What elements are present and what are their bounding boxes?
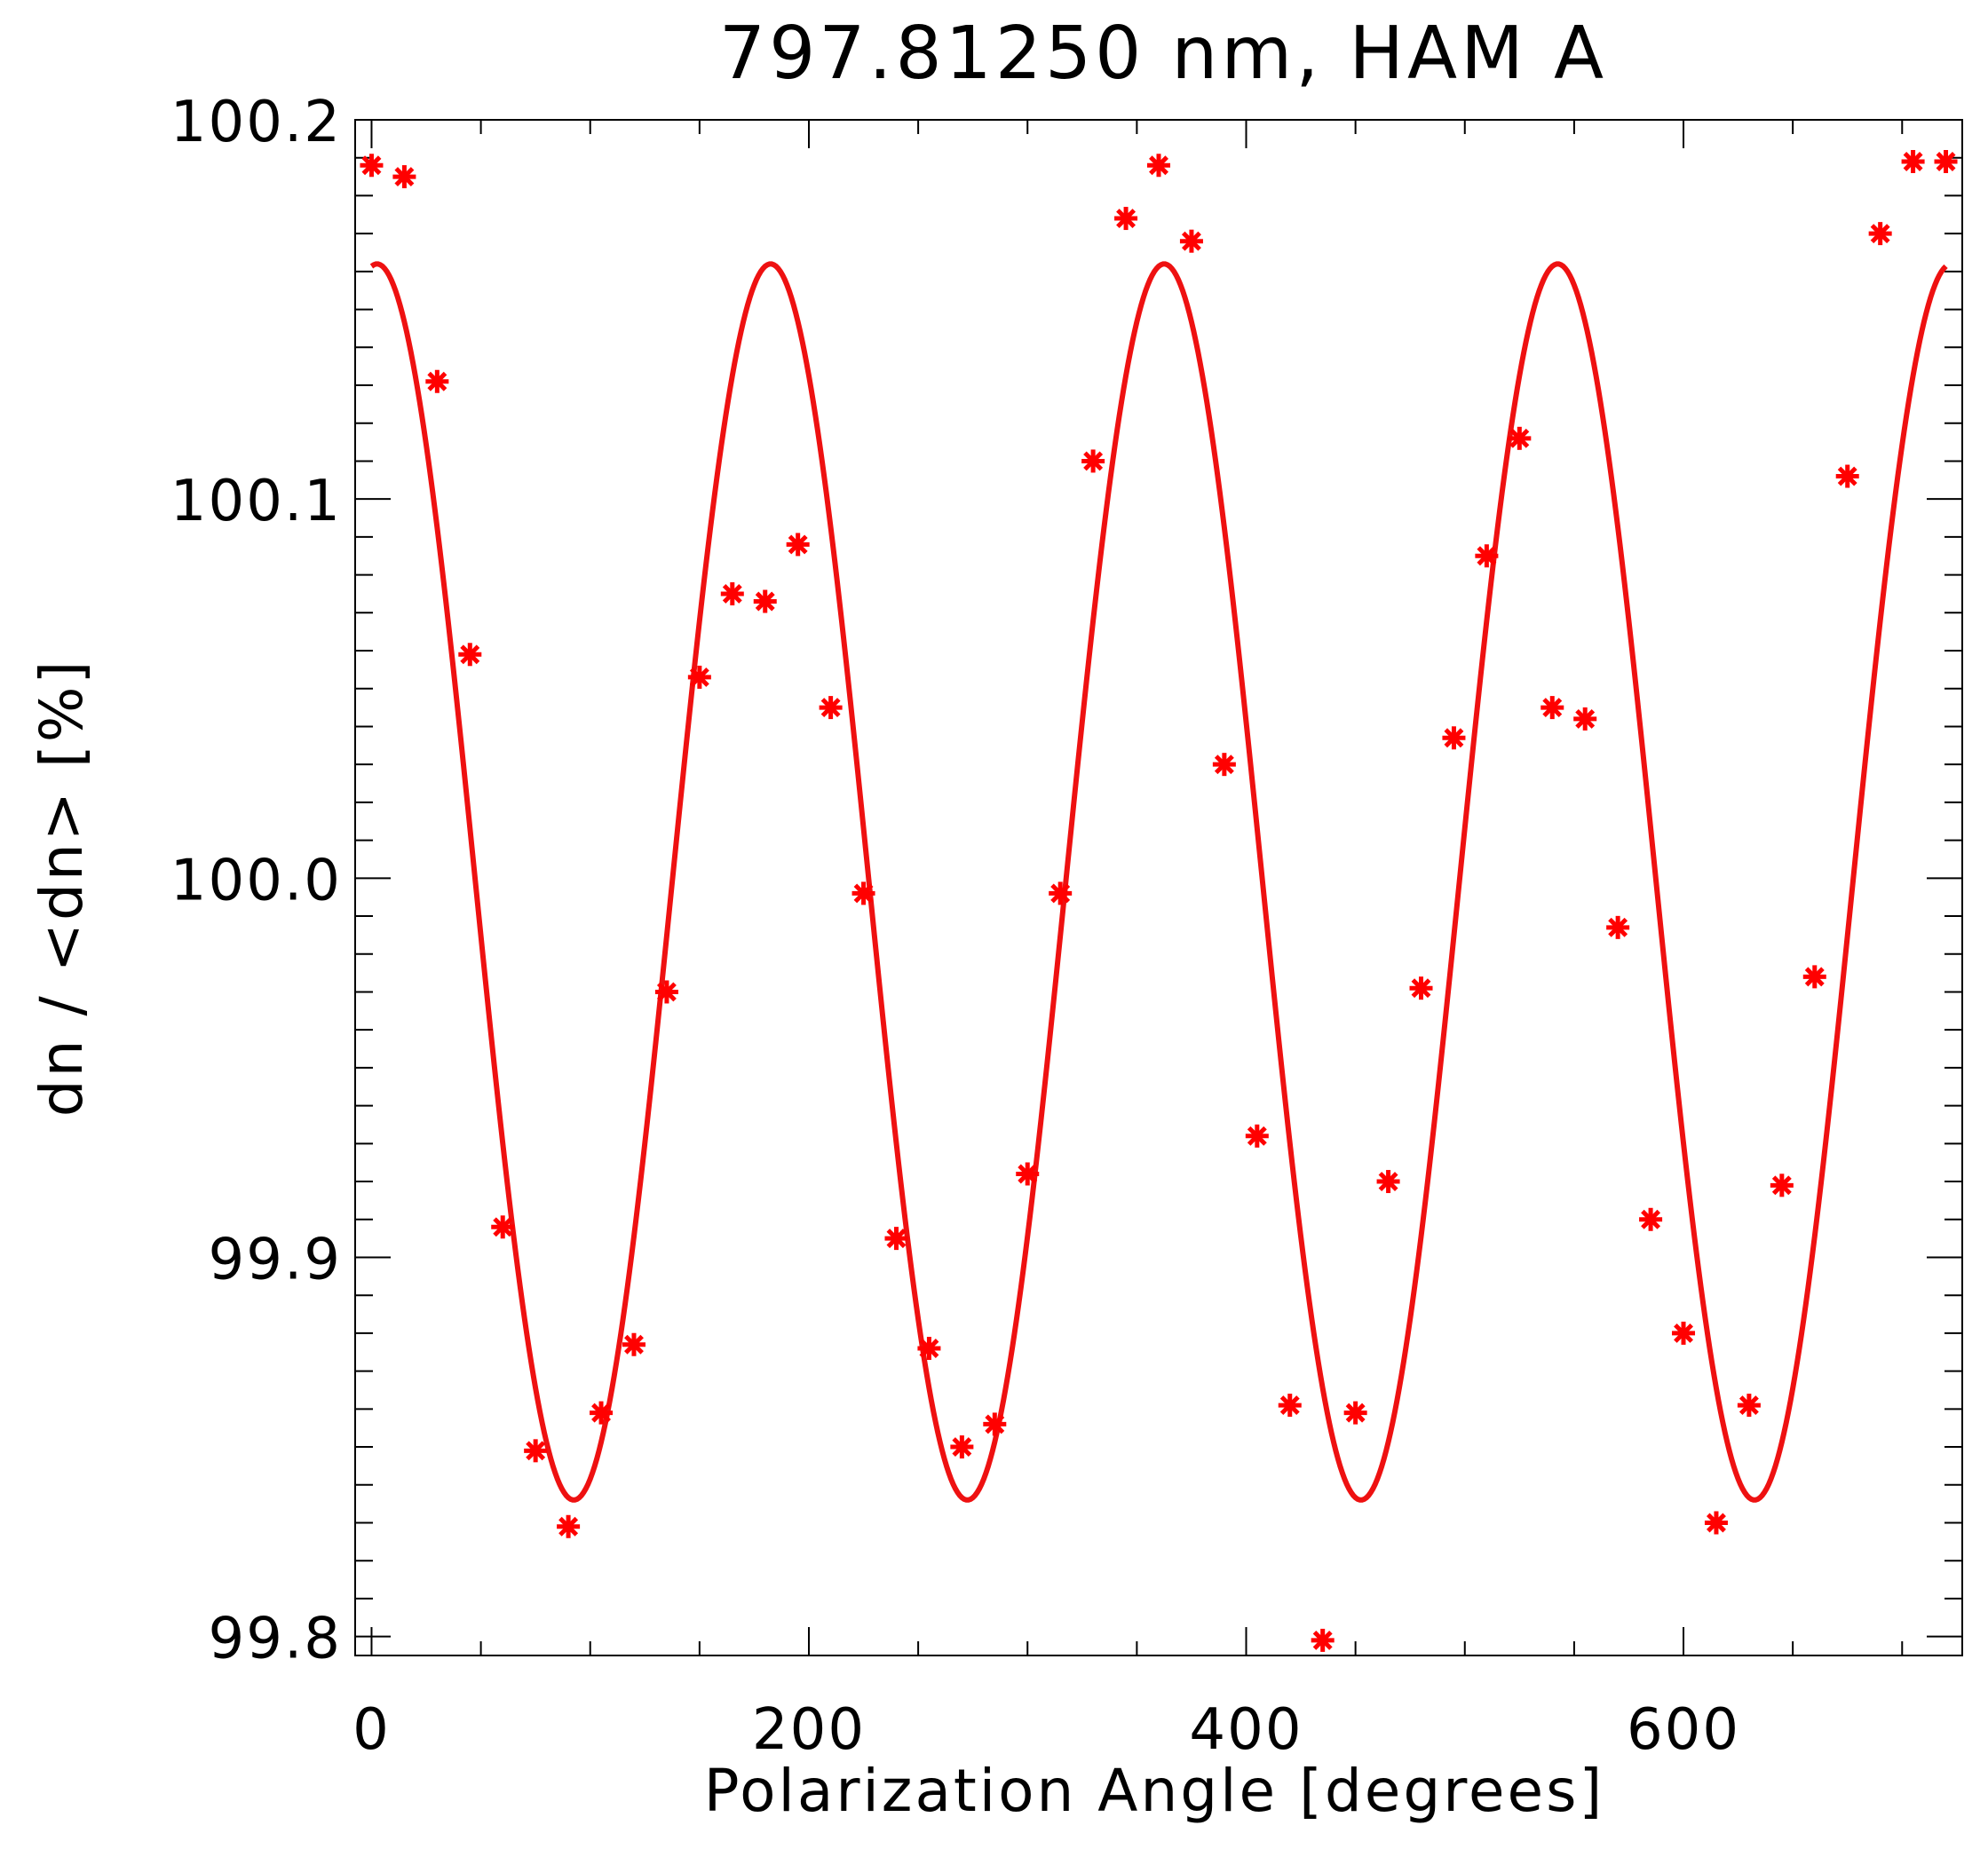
x-tick-label: 400	[1189, 1697, 1303, 1763]
data-point	[1114, 207, 1138, 231]
y-tick-label: 100.0	[170, 848, 342, 913]
data-point	[524, 1439, 548, 1463]
y-tick-label: 99.8	[209, 1607, 343, 1672]
data-point	[1541, 696, 1564, 720]
data-point	[1475, 544, 1499, 568]
data-point	[1868, 222, 1892, 246]
data-point	[1147, 154, 1170, 178]
data-point	[458, 643, 482, 667]
plot-area	[360, 149, 1958, 1652]
data-point	[1311, 1628, 1335, 1652]
data-point	[1573, 707, 1597, 731]
data-point	[1376, 1170, 1400, 1194]
x-tick-label: 200	[752, 1697, 866, 1763]
data-point	[654, 980, 678, 1004]
data-point	[1409, 976, 1433, 1000]
fit-curve	[369, 261, 1948, 1503]
data-point	[1508, 426, 1532, 450]
data-point	[851, 881, 875, 905]
data-point	[1770, 1173, 1794, 1197]
data-point	[1016, 1162, 1040, 1186]
data-point	[1343, 1401, 1367, 1425]
chart-title: 797.81250 nm, HAM A	[719, 12, 1607, 96]
data-point	[392, 165, 416, 189]
data-point	[1442, 726, 1466, 750]
data-point	[360, 154, 384, 178]
data-point	[1802, 965, 1826, 989]
data-point	[1737, 1394, 1761, 1418]
data-point	[1639, 1207, 1663, 1231]
y-tick-label: 100.1	[170, 469, 342, 534]
x-tick-label: 600	[1627, 1697, 1740, 1763]
data-point	[917, 1337, 941, 1360]
data-point	[1934, 149, 1958, 173]
y-tick-label: 100.2	[170, 90, 342, 155]
data-point	[622, 1332, 646, 1356]
data-point	[1278, 1394, 1302, 1418]
data-point	[720, 581, 744, 605]
data-point	[590, 1401, 614, 1425]
data-point	[819, 696, 843, 720]
data-point	[425, 369, 449, 393]
y-axis-label: dn / <dn> [%]	[28, 659, 96, 1117]
data-point	[1049, 881, 1073, 905]
data-point	[786, 533, 810, 557]
data-point	[491, 1215, 515, 1239]
data-point	[1901, 149, 1925, 173]
data-point	[1704, 1511, 1728, 1535]
data-point	[753, 589, 777, 613]
data-point	[1081, 449, 1105, 473]
data-point	[1212, 753, 1236, 777]
y-tick-label: 99.9	[209, 1227, 343, 1292]
plot-frame	[354, 119, 1963, 1656]
data-point	[1672, 1321, 1696, 1345]
data-point	[1245, 1124, 1269, 1148]
data-point	[1606, 915, 1630, 939]
x-axis-label: Polarization Angle [degrees]	[704, 1757, 1605, 1825]
data-point	[557, 1514, 581, 1538]
x-axis-ticks: 0 200 400 600	[352, 120, 1904, 1763]
data-point	[884, 1227, 908, 1251]
data-point	[950, 1435, 974, 1459]
data-point	[1179, 229, 1203, 253]
data-point	[687, 665, 711, 689]
x-tick-label: 0	[352, 1697, 391, 1763]
data-point	[983, 1412, 1007, 1436]
data-point	[1835, 464, 1859, 488]
